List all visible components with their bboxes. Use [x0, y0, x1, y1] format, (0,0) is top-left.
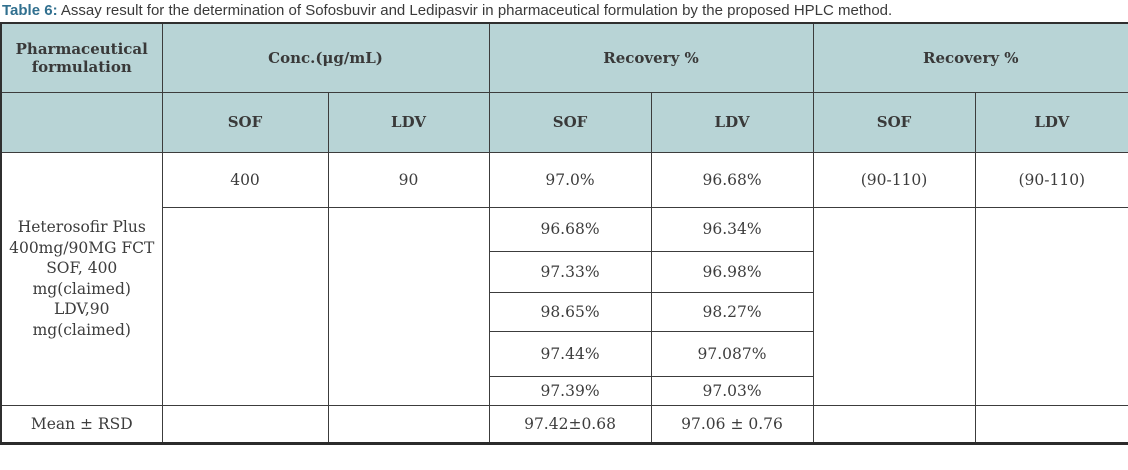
data-row-1: Heterosofir Plus 400mg/90MG FCT SOF, 400…	[0, 151, 1128, 406]
recovery-ldv-value: 97.03%	[650, 375, 814, 406]
data-row-3: 97.33% 96.98%	[1, 250, 1128, 293]
recovery-ldv-value: 97.087%	[650, 330, 814, 377]
formulation-line: Heterosofir Plus	[17, 218, 146, 236]
empty-cell-conc-ldv	[327, 206, 490, 406]
formulation-line: mg(claimed)	[32, 279, 131, 298]
conc-sof-value: 400	[161, 151, 329, 208]
header-row-groups: Pharmaceutical formulation Conc.(μg/mL) …	[0, 22, 1128, 93]
empty-cell	[974, 404, 1128, 444]
recovery-ldv-value: 96.98%	[650, 250, 814, 293]
mean-recovery-ldv: 97.06 ± 0.76	[650, 404, 814, 444]
formulation-line: LDV,90	[53, 300, 110, 318]
formulation-line: mg(claimed)	[32, 320, 131, 339]
subheader-conc-sof: SOF	[161, 91, 329, 153]
table-caption: Table 6: Assay result for the determinat…	[0, 0, 1128, 22]
empty-cell-conc-sof	[161, 206, 329, 406]
table-caption-text: Assay result for the determination of So…	[57, 2, 893, 19]
table-caption-number: Table 6:	[2, 2, 58, 19]
header-conc-group: Conc.(μg/mL)	[161, 22, 490, 93]
recovery-sof-value: 97.39%	[488, 375, 652, 406]
empty-cell-limits-ldv	[974, 206, 1128, 406]
recovery-sof-value: 98.65%	[488, 291, 652, 332]
subheader-recovery-ldv: LDV	[650, 91, 814, 153]
recovery-ldv-value: 96.34%	[650, 206, 814, 252]
subheader-limits-ldv: LDV	[974, 91, 1128, 153]
recovery-sof-value: 96.68%	[488, 206, 652, 252]
empty-cell	[161, 404, 329, 444]
empty-cell	[327, 404, 490, 444]
formulation-line: SOF, 400	[46, 259, 118, 277]
limits-ldv-value: (90-110)	[974, 151, 1128, 208]
assay-results-table: Pharmaceutical formulation Conc.(μg/mL) …	[0, 22, 1128, 445]
limits-sof-value: (90-110)	[812, 151, 976, 208]
data-row-5: 97.44% 97.087%	[1, 330, 1128, 377]
conc-ldv-value: 90	[327, 151, 490, 208]
empty-cell-limits-sof	[812, 206, 976, 406]
recovery-sof-value: 97.33%	[488, 250, 652, 293]
subheader-conc-ldv: LDV	[327, 91, 490, 153]
header-recovery-group: Recovery %	[488, 22, 814, 93]
data-row-4: 98.65% 98.27%	[1, 291, 1128, 332]
formulation-line: 400mg/90MG FCT	[9, 238, 155, 257]
formulation-cell: Heterosofir Plus 400mg/90MG FCT SOF, 400…	[0, 151, 163, 406]
subheader-limits-sof: SOF	[812, 91, 976, 153]
data-row-2: 96.68% 96.34%	[1, 206, 1128, 406]
empty-cell	[812, 404, 976, 444]
subheader-recovery-sof: SOF	[488, 91, 652, 153]
data-row-6: 97.39% 97.03%	[1, 375, 1128, 406]
mean-row-label: Mean ± RSD	[0, 404, 163, 444]
header-pharmaceutical-formulation: Pharmaceutical formulation	[0, 22, 163, 93]
mean-row: Mean ± RSD 97.42±0.68 97.06 ± 0.76	[0, 404, 1128, 444]
header-row-subcolumns: SOF LDV SOF LDV SOF LDV	[0, 91, 1128, 153]
header-recovery-limits-group: Recovery %	[812, 22, 1128, 93]
recovery-ldv-value: 98.27%	[650, 291, 814, 332]
mean-recovery-sof: 97.42±0.68	[488, 404, 652, 444]
recovery-ldv-value: 96.68%	[650, 151, 814, 208]
recovery-sof-value: 97.44%	[488, 330, 652, 377]
recovery-sof-value: 97.0%	[488, 151, 652, 208]
header-empty-cell	[0, 91, 163, 153]
